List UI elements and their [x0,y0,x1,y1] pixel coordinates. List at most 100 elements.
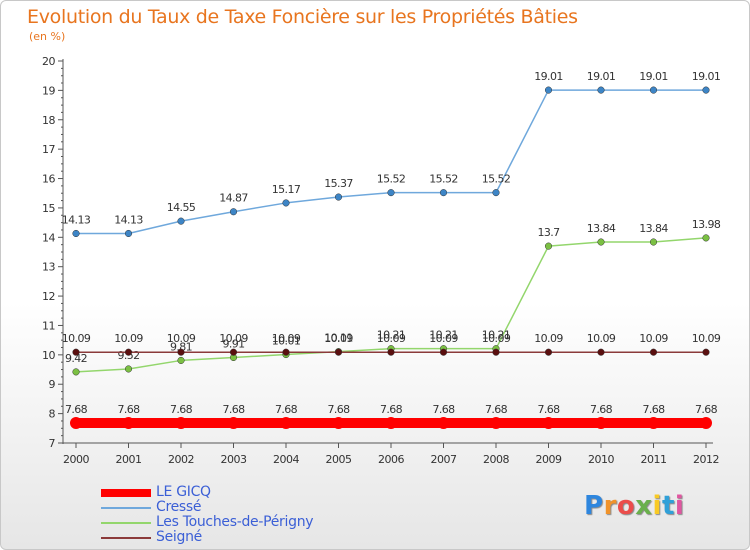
data-point [280,417,292,430]
data-label: 19.01 [534,70,563,83]
data-point [439,189,448,197]
data-point [649,348,658,356]
data-label: 9.81 [170,340,192,353]
y-tick-label: 19 [42,84,55,97]
data-label: 19.01 [692,70,721,83]
data-point [72,348,80,356]
data-point [492,189,500,197]
data-point [702,348,710,356]
data-label: 10.09 [272,332,301,345]
y-tick-label: 18 [42,114,55,127]
data-label: 9.42 [65,352,87,365]
data-point [72,229,80,238]
y-tick-label: 14 [42,231,55,244]
logo-letter: x [635,491,653,521]
data-point [70,417,82,430]
data-label: 10.09 [377,332,406,345]
y-tick-label: 9 [49,378,56,391]
brand-logo: Proxiti [584,491,684,521]
x-tick-label: 2002 [168,453,194,466]
legend-label: LE GICQ [156,484,211,500]
y-tick-label: 13 [42,261,55,274]
y-tick-label: 12 [42,290,55,303]
x-tick-label: 2006 [378,453,404,466]
logo-letter: r [603,491,617,521]
data-label: 10.09 [639,332,668,345]
data-label: 10.09 [692,332,721,345]
data-point [542,417,555,430]
y-tick-label: 17 [42,143,55,156]
data-label: 13.7 [537,226,560,239]
y-tick-label: 7 [49,437,56,450]
data-label: 10.09 [324,332,353,345]
series-les-touches-de-p-rigny: 9.429.529.819.9110.0110.1110.2110.2110.2… [65,218,721,376]
data-label: 10.09 [587,332,616,345]
data-label: 7.68 [590,403,613,416]
data-label: 14.13 [62,213,91,226]
data-label: 15.52 [429,173,458,186]
data-label: 7.68 [432,403,455,416]
data-point [437,417,450,430]
series-le-gicq: 7.68 7.68 7.68 7.68 7.68 7.68 7.68 7.68 7.68 7.68… [65,403,718,430]
data-point [492,348,500,356]
data-label: 14.13 [114,213,143,226]
x-tick-label: 2000 [63,453,89,466]
data-label: 14.55 [167,201,196,214]
data-label: 7.68 [485,403,508,416]
chart-title: Evolution du Taux de Taxe Foncière sur l… [27,6,578,28]
legend-label: Seigné [156,529,202,545]
logo-letter: o [616,491,636,521]
data-point [124,348,133,356]
data-point [544,348,553,356]
x-tick-label: 2005 [326,453,352,466]
x-tick-label: 2010 [588,453,614,466]
data-point [702,86,710,94]
data-label: 9.91 [222,337,244,350]
data-label: 15.52 [377,173,406,186]
x-tick-label: 2007 [431,453,457,466]
legend-swatch [101,507,151,509]
data-point [124,365,133,373]
data-label: 7.68 [380,403,403,416]
data-label: 15.17 [272,183,301,196]
data-point [177,356,185,364]
x-tick-label: 2011 [641,453,667,466]
y-tick-label: 10 [42,349,55,362]
data-label: 10.09 [482,332,511,345]
x-tick-label: 2012 [693,453,719,466]
data-label: 7.68 [65,403,88,416]
data-point [334,193,343,201]
legend-swatch [101,537,151,539]
x-tick-label: 2003 [221,453,247,466]
logo-letter: P [584,491,604,521]
data-label: 15.37 [324,177,353,190]
data-point [177,217,185,225]
data-label: 10.09 [114,332,143,345]
data-label: 10.11 [324,332,353,345]
data-label: 14.87 [219,192,248,205]
x-tick-label: 2004 [273,453,299,466]
logo-letter: t [661,491,675,521]
data-label: 10.21 [482,329,511,342]
y-tick-label: 15 [42,202,55,215]
data-point [597,348,605,356]
data-label: 10.09 [167,332,196,345]
data-point [597,238,605,246]
x-tick-label: 2001 [116,453,142,466]
series-seign-: 10.09 10.09 10.09 10.09 10.09 10.09 10.09 10.09… [62,332,721,356]
data-label: 7.68 [695,403,718,416]
data-point [227,417,240,430]
logo-letter: i [674,491,685,521]
data-point [700,417,712,430]
data-label: 19.01 [587,70,616,83]
data-label: 10.09 [534,332,563,345]
data-label: 10.21 [377,329,406,342]
y-tick-label: 16 [42,173,55,186]
data-label: 7.68 [642,403,665,416]
data-point [387,189,395,197]
data-point [544,242,553,250]
data-label: 13.98 [692,218,721,231]
legend-swatch [101,522,151,524]
